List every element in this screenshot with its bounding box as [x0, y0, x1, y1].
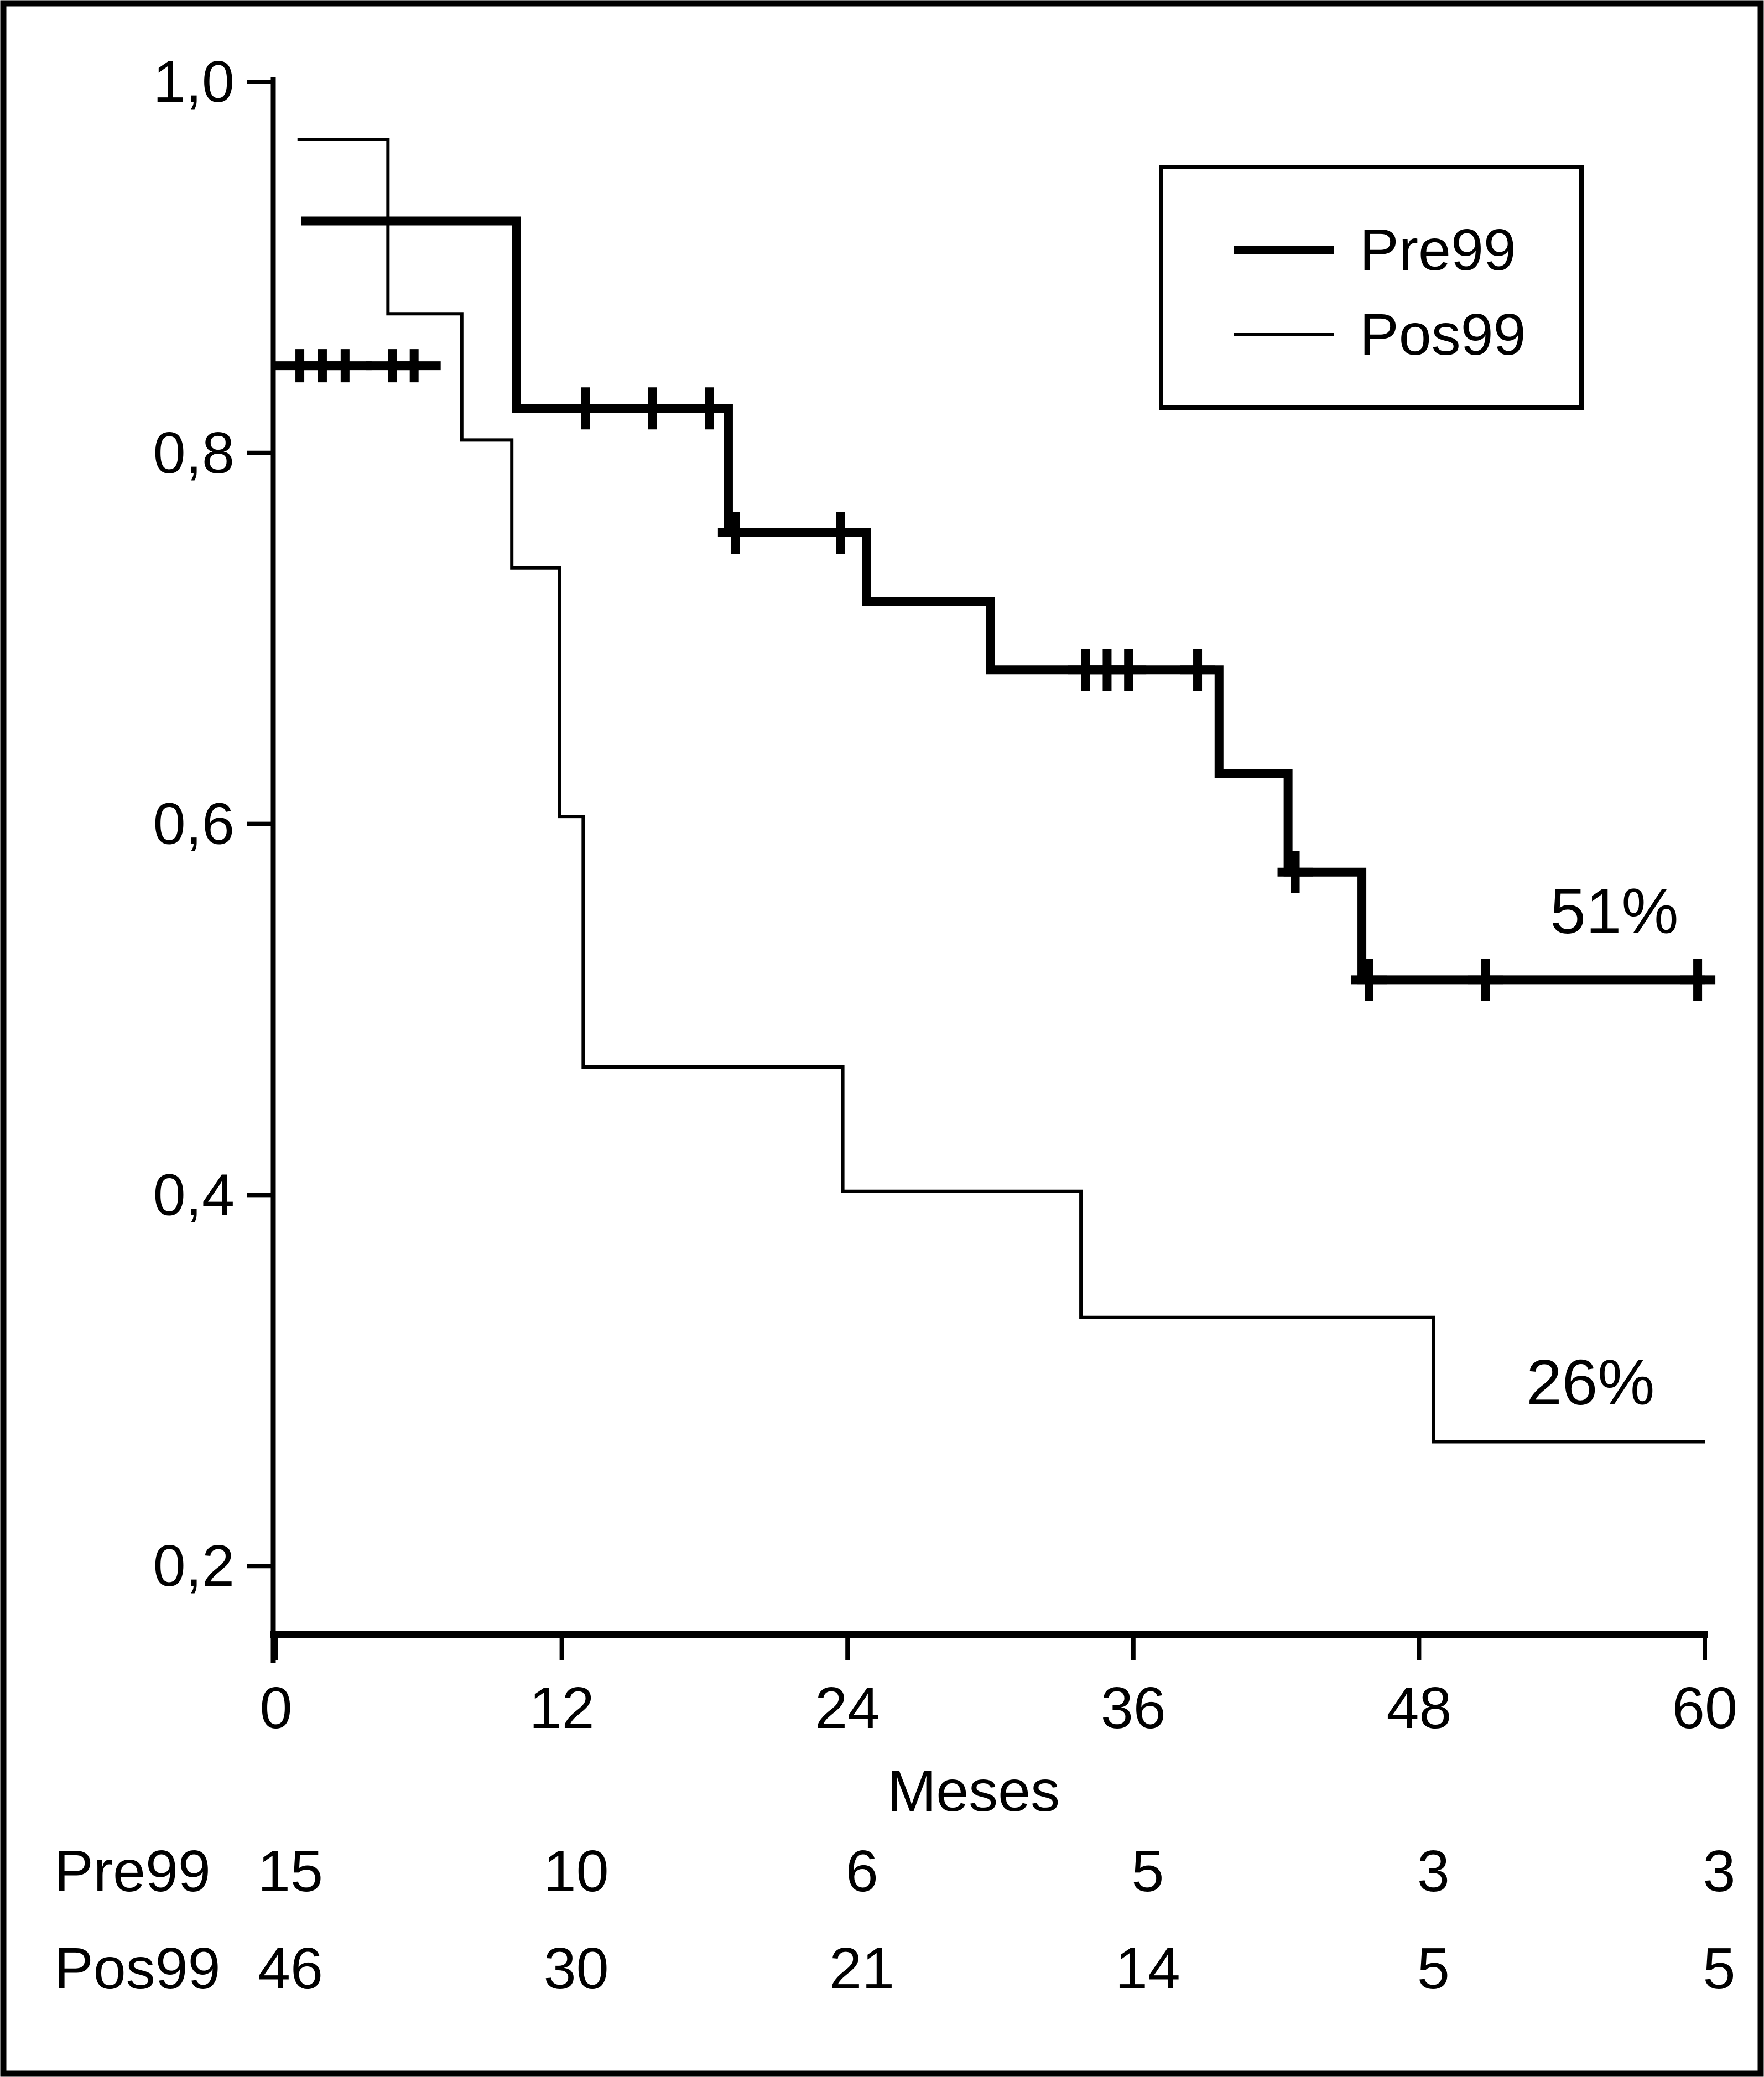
x-tick-label: 0: [260, 1675, 293, 1741]
x-axis-title: Meses: [887, 1758, 1060, 1824]
legend-label: Pre99: [1360, 217, 1516, 283]
annotations: 51% 26%: [1526, 875, 1678, 1418]
x-axis-ticks: 0 12 24 36 48 60: [260, 1634, 1737, 1741]
at-risk-count: 30: [544, 1936, 609, 2001]
at-risk-count: 21: [829, 1936, 894, 2001]
at-risk-count: 46: [258, 1936, 323, 2001]
y-tick-label: 0,8: [153, 420, 235, 486]
series-pre99: [301, 216, 1705, 985]
at-risk-row-label: Pos99: [54, 1936, 221, 2001]
at-risk-count: 10: [544, 1839, 609, 1904]
legend-item-pos99: Pos99: [1234, 302, 1526, 367]
at-risk-row-pos99: Pos99 46 30 21 14 5 5: [54, 1936, 1735, 2001]
censor-marks-pre99: [568, 387, 1716, 1001]
y-tick-label: 0,6: [153, 792, 235, 857]
early-censor-cluster-pre99: [273, 349, 441, 383]
at-risk-count: 3: [1703, 1839, 1736, 1904]
y-axis-ticks: 1,0 0,8 0,6 0,4 0,2: [153, 49, 273, 1599]
x-tick-label: 12: [529, 1675, 595, 1741]
at-risk-count: 6: [846, 1839, 878, 1904]
final-percent-label-51: 51%: [1550, 875, 1678, 947]
y-tick-label: 0,2: [153, 1533, 235, 1599]
axes: Meses: [270, 77, 1708, 1824]
at-risk-count: 5: [1703, 1936, 1736, 2001]
at-risk-count: 5: [1131, 1839, 1164, 1904]
legend-item-pre99: Pre99: [1234, 217, 1516, 283]
x-tick-label: 36: [1101, 1675, 1166, 1741]
legend-label: Pos99: [1360, 302, 1526, 367]
at-risk-count: 3: [1417, 1839, 1450, 1904]
survival-curve-pre99: [301, 216, 1705, 985]
at-risk-row-pre99: Pre99 15 10 6 5 3 3: [54, 1839, 1735, 1904]
at-risk-count: 15: [258, 1839, 323, 1904]
legend-box: [1159, 165, 1584, 410]
at-risk-table: Pre99 15 10 6 5 3 3 Pos99 46 30 21 14 5 5: [54, 1839, 1735, 2001]
legend: Pre99 Pos99: [1159, 165, 1584, 410]
survival-curve-pos99: [297, 137, 1705, 1444]
y-tick-label: 1,0: [153, 49, 235, 114]
at-risk-count: 5: [1417, 1936, 1450, 2001]
x-tick-label: 24: [815, 1675, 880, 1741]
at-risk-count: 14: [1115, 1936, 1180, 2001]
x-tick-label: 60: [1672, 1675, 1737, 1741]
y-tick-label: 0,4: [153, 1162, 235, 1227]
at-risk-row-label: Pre99: [54, 1839, 211, 1904]
final-percent-label-26: 26%: [1526, 1346, 1654, 1418]
x-tick-label: 48: [1386, 1675, 1451, 1741]
series-pos99: [297, 137, 1705, 1444]
